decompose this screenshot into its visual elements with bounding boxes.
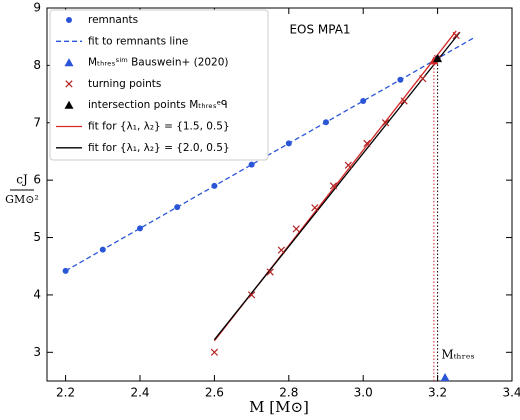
- point: [344, 161, 352, 169]
- point: [419, 74, 427, 83]
- legend-label: intersection points Mₜₕᵣₑₛᵉᑫ: [88, 99, 228, 111]
- y-tick-label: 9: [33, 1, 41, 15]
- point: [277, 246, 285, 254]
- legend-label: fit to remnants line: [88, 35, 188, 47]
- y-tick-label: 7: [33, 115, 41, 129]
- y-axis-label: GM⊙²: [5, 193, 39, 206]
- annotation: Mₜₕᵣₑₛ: [441, 348, 474, 362]
- point: [65, 80, 73, 88]
- x-tick-label: 3.0: [354, 386, 373, 400]
- y-tick-label: 3: [33, 345, 41, 359]
- point: [329, 182, 338, 190]
- point: [66, 17, 72, 23]
- point: [452, 31, 460, 40]
- plot-frame: [46, 7, 513, 382]
- point: [381, 119, 390, 127]
- point: [440, 373, 450, 382]
- legend-label: fit for {λ₁, λ₂} = {2.0, 0.5}: [88, 142, 230, 154]
- y-tick-label: 8: [33, 58, 41, 72]
- point: [62, 267, 69, 274]
- fit-line: [213, 31, 461, 341]
- point: [311, 204, 319, 212]
- point: [363, 139, 371, 148]
- legend-label: remnants: [88, 14, 138, 26]
- point: [174, 204, 181, 211]
- x-tick-label: 2.6: [205, 386, 224, 400]
- y-axis-label: cJ: [16, 173, 28, 187]
- legend-label: fit for {λ₁, λ₂} = {1.5, 0.5}: [88, 121, 230, 133]
- x-axis-label: M [M⊙]: [249, 398, 309, 416]
- legend-label: Mₜₕᵣₑₛˢⁱᵐ Bauswein+ (2020): [88, 57, 229, 69]
- point: [99, 246, 106, 253]
- y-tick-label: 6: [33, 173, 41, 187]
- point: [429, 56, 439, 65]
- point: [210, 348, 219, 356]
- legend-box: [49, 9, 269, 161]
- point: [400, 97, 408, 105]
- point: [64, 100, 74, 109]
- point: [247, 291, 256, 299]
- point: [248, 161, 255, 168]
- y-tick-label: 5: [33, 230, 41, 244]
- x-tick-label: 2.2: [56, 386, 75, 400]
- point: [292, 225, 300, 233]
- point: [397, 76, 404, 83]
- point: [323, 119, 329, 126]
- point: [211, 182, 218, 189]
- point: [360, 97, 367, 104]
- point: [285, 140, 292, 147]
- x-tick-label: 2.4: [130, 386, 149, 400]
- chart-title: EOS MPA1: [289, 23, 350, 37]
- x-tick-label: 3.2: [428, 386, 447, 400]
- legend-label: turning points: [88, 78, 161, 90]
- point: [137, 225, 143, 232]
- point: [433, 53, 443, 63]
- point: [64, 58, 74, 67]
- legend: remnants fit to remnants line Mₜₕᵣₑₛˢⁱᵐ Ba…: [49, 9, 269, 161]
- fit-line: [65, 36, 476, 272]
- point: [266, 268, 274, 276]
- x-tick-label: 2.8: [279, 386, 298, 400]
- x-tick-label: 3.4: [502, 386, 520, 400]
- y-tick-label: 4: [33, 287, 41, 301]
